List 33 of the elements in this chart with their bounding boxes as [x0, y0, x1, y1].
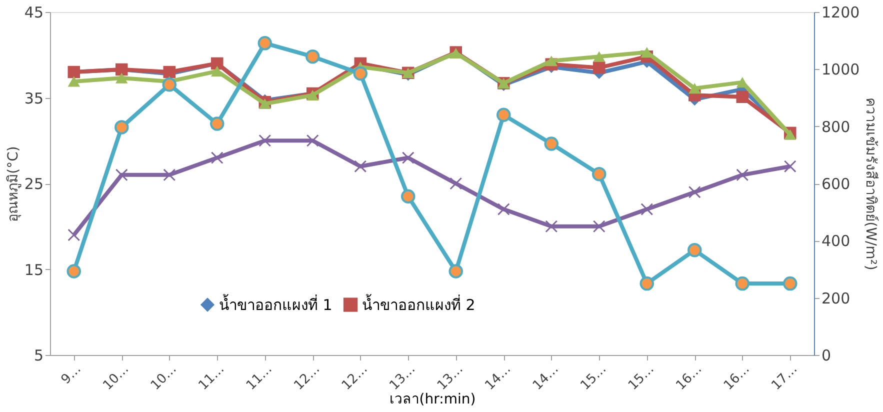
y2-tick-label: 1200 [822, 4, 860, 22]
x-tick-label: 11… [196, 362, 228, 394]
x-tick-label: 12… [339, 362, 371, 394]
x-tick-label: 13… [387, 362, 419, 394]
x-tick-label: 14… [482, 362, 514, 394]
x-tick-label: 15… [626, 362, 658, 394]
x-tick-label: 10… [100, 362, 132, 394]
y2-axis-title: ความเข้มรังสีอาทิตย์(W/m²) [862, 98, 880, 270]
y-tick-label: 15 [24, 260, 44, 279]
legend-label: น้ำขาออกแผงที่ 2 [362, 294, 476, 314]
x-tick-label: 11… [244, 362, 276, 394]
x-tick-label: 13… [434, 362, 466, 394]
y2-tick-label: 200 [822, 289, 850, 308]
y2-tick-label: 1000 [822, 60, 860, 79]
x-tick-label: 15… [578, 362, 610, 394]
x-axis-title: เวลา(hr:min) [389, 392, 476, 408]
y-axis-title: อุณหภูมิ(°C) [5, 146, 22, 222]
x-tick-label: 9… [58, 362, 84, 388]
y2-tick-label: 800 [822, 118, 850, 136]
x-tick-label: 17… [769, 362, 801, 394]
x-tick-label: 16… [721, 362, 753, 394]
legend-label: น้ำขาออกแผงที่ 1 [219, 294, 332, 314]
x-tick-label: 16… [674, 362, 706, 394]
y-tick-label: 5 [34, 346, 44, 364]
y2-tick-label: 400 [822, 232, 850, 250]
x-tick-label: 10… [148, 362, 180, 394]
x-tick-label: 12… [292, 362, 324, 394]
x-tick-label: 14… [530, 362, 562, 394]
y-tick-label: 35 [24, 89, 44, 108]
y2-tick-label: 600 [822, 175, 850, 193]
y-tick-label: 25 [24, 175, 44, 193]
y-tick-label: 45 [24, 4, 44, 22]
y2-tick-label: 0 [822, 346, 832, 364]
